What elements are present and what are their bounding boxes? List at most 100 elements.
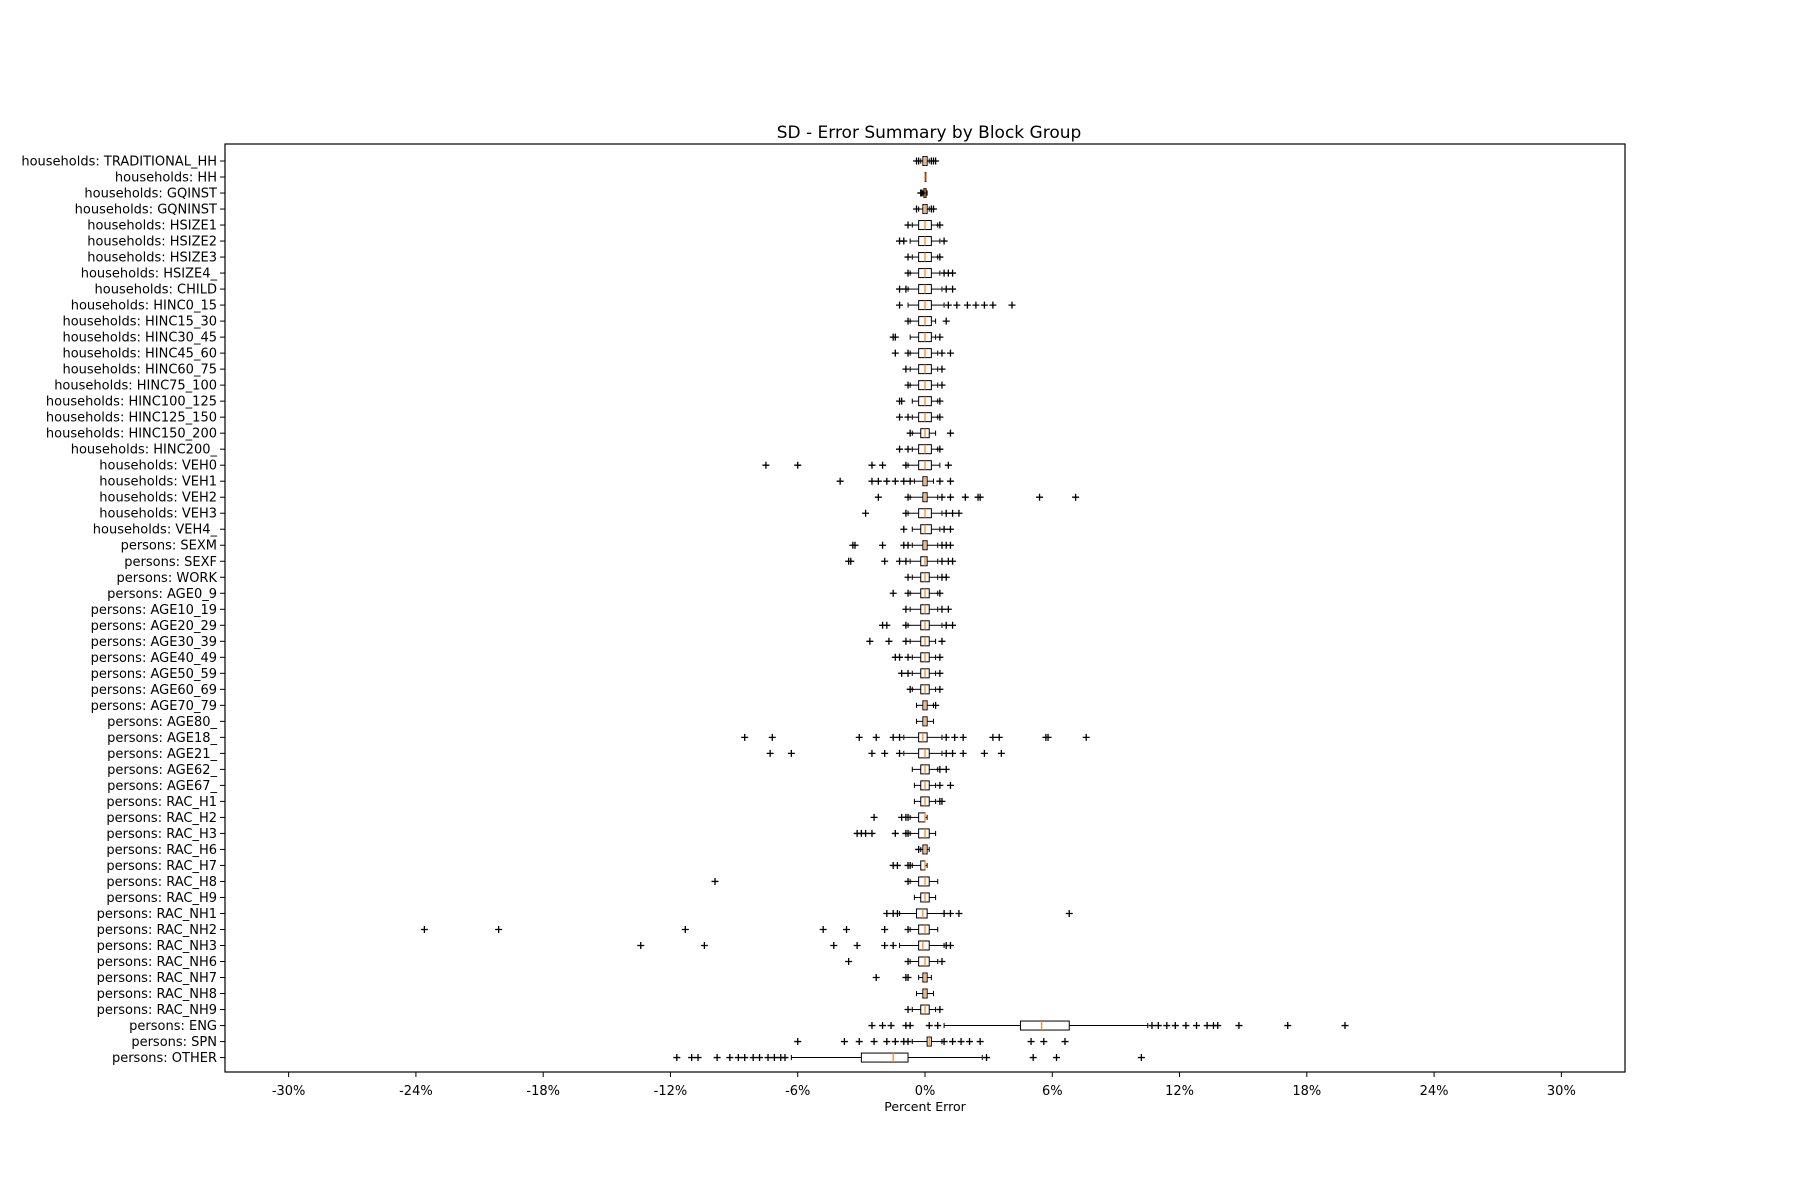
outlier-point <box>896 301 904 309</box>
outlier-point <box>896 557 904 565</box>
y-tick-label: persons: RAC_H3 <box>106 827 217 842</box>
outlier-point <box>938 797 946 805</box>
outlier-point <box>891 349 899 357</box>
y-tick-label: households: HH <box>115 171 217 186</box>
y-tick-label: persons: AGE40_49 <box>91 651 217 666</box>
outlier-point <box>847 557 855 565</box>
box-group <box>915 844 930 855</box>
outlier-point <box>946 493 954 501</box>
outlier-point <box>902 461 910 469</box>
outlier-point <box>891 333 899 341</box>
outlier-point <box>1182 1022 1190 1030</box>
outlier-point <box>1008 301 1016 309</box>
outlier-point <box>879 541 887 549</box>
outlier-point <box>932 157 940 165</box>
outlier-point <box>889 589 897 597</box>
outlier-point <box>938 381 946 389</box>
outlier-point <box>495 925 503 933</box>
iqr-box <box>920 556 928 567</box>
outlier-point <box>711 877 719 885</box>
outlier-point <box>949 557 957 565</box>
outlier-point <box>946 429 954 437</box>
outlier-point <box>883 1038 891 1046</box>
outlier-point <box>906 1022 914 1030</box>
outlier-point <box>896 445 904 453</box>
outlier-point <box>904 813 912 821</box>
box-group <box>904 1004 944 1015</box>
box-group <box>896 284 957 295</box>
x-tick-label: 0% <box>915 1084 936 1099</box>
boxplot-series <box>420 156 1349 1063</box>
outlier-point <box>896 733 904 741</box>
outlier-point <box>741 1054 749 1062</box>
outlier-point <box>1341 1022 1349 1030</box>
outlier-point <box>940 237 948 245</box>
outlier-point <box>902 605 910 613</box>
outlier-point <box>936 685 944 693</box>
outlier-point <box>1027 1038 1035 1046</box>
y-tick-label: persons: AGE50_59 <box>91 667 217 682</box>
outlier-point <box>929 205 937 213</box>
y-tick-label: households: HINC200_ <box>71 443 218 458</box>
box-group <box>913 156 940 166</box>
iqr-box <box>918 812 926 823</box>
outlier-point <box>872 733 880 741</box>
y-tick-label: persons: AGE21_ <box>107 747 217 762</box>
box-group <box>637 940 954 951</box>
outlier-point <box>904 317 912 325</box>
outlier-point <box>904 381 912 389</box>
outlier-point <box>942 765 950 773</box>
outlier-point <box>995 733 1003 741</box>
outlier-point <box>741 733 749 741</box>
outlier-point <box>961 493 969 501</box>
outlier-point <box>904 573 912 581</box>
outlier-point <box>874 493 882 501</box>
outlier-point <box>904 877 912 885</box>
y-tick-label: persons: AGE10_19 <box>91 603 217 618</box>
box-group <box>849 540 954 551</box>
outlier-point <box>891 477 899 485</box>
outlier-point <box>946 525 954 533</box>
outlier-point <box>898 669 906 677</box>
outlier-point <box>1154 1022 1162 1030</box>
box-group <box>889 860 928 871</box>
outlier-point <box>787 749 795 757</box>
box-group <box>794 1036 1069 1047</box>
x-tick-label: -6% <box>785 1084 810 1099</box>
box-group <box>898 668 944 679</box>
y-tick-label: persons: AGE18_ <box>107 731 217 746</box>
outlier-point <box>997 749 1005 757</box>
box-group <box>896 300 1016 311</box>
outlier-point <box>770 1054 778 1062</box>
box-group <box>891 348 954 359</box>
outlier-point <box>1040 1038 1048 1046</box>
x-tick-label: 18% <box>1292 1084 1321 1099</box>
x-tick-label: -18% <box>526 1084 560 1099</box>
box-group <box>872 972 932 983</box>
outlier-point <box>904 493 912 501</box>
box-group <box>874 492 1080 503</box>
box-group <box>904 572 950 583</box>
y-tick-label: persons: RAC_NH9 <box>97 1003 217 1018</box>
outlier-point <box>868 461 876 469</box>
outlier-point <box>898 397 906 405</box>
iqr-box <box>860 1052 909 1063</box>
outlier-point <box>794 1038 802 1046</box>
outlier-point <box>946 781 954 789</box>
outlier-point <box>900 525 908 533</box>
outlier-point <box>889 733 897 741</box>
outlier-point <box>904 269 912 277</box>
box-group <box>913 780 954 791</box>
box-group <box>889 588 944 599</box>
outlier-point <box>1137 1054 1145 1062</box>
outlier-point <box>938 958 946 965</box>
outlier-point <box>904 958 912 965</box>
outlier-point <box>940 1038 948 1046</box>
outlier-point <box>976 1038 984 1046</box>
outlier-point <box>756 1054 764 1062</box>
box-group <box>904 220 944 231</box>
box-group <box>891 652 944 663</box>
outlier-point <box>904 1038 912 1046</box>
